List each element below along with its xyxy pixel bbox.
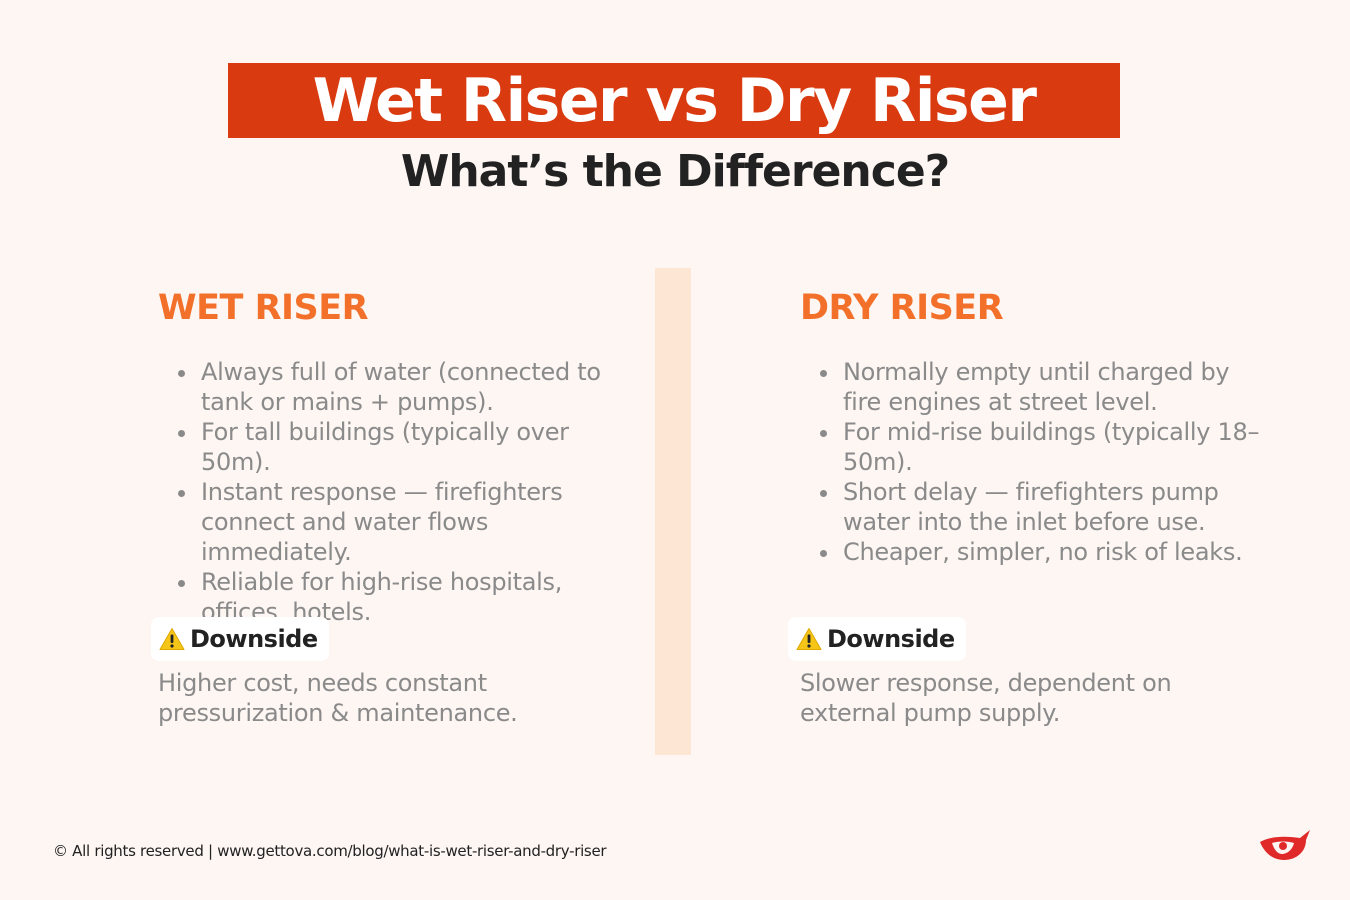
wet-riser-downside-text: Higher cost, needs constant pressurizati… (158, 669, 518, 727)
list-item: Cheaper, simpler, no risk of leaks. (800, 537, 1270, 567)
dry-riser-bullet-list: Normally empty until charged by fire eng… (800, 357, 1270, 567)
column-divider (655, 268, 691, 755)
list-item: For mid-rise buildings (typically 18–50m… (800, 417, 1270, 477)
warning-icon (796, 628, 822, 650)
wet-riser-bullet-list: Always full of water (connected to tank … (158, 357, 628, 627)
dry-riser-downside-text: Slower response, dependent on external p… (800, 669, 1172, 727)
downside-label: Downside (190, 625, 318, 653)
list-item: Instant response — firefighters connect … (158, 477, 628, 567)
list-item: Normally empty until charged by fire eng… (800, 357, 1270, 417)
title-banner: Wet Riser vs Dry Riser (228, 63, 1120, 138)
list-item: For tall buildings (typically over 50m). (158, 417, 628, 477)
dry-riser-heading: DRY RISER (800, 288, 1004, 328)
page-subtitle: What’s the Difference? (400, 146, 950, 197)
list-item: Always full of water (connected to tank … (158, 357, 628, 417)
warning-icon (159, 628, 185, 650)
dry-riser-downside-badge: Downside (788, 617, 966, 661)
footer-copyright: © All rights reserved | www.gettova.com/… (53, 842, 607, 860)
wet-riser-heading: WET RISER (158, 288, 369, 328)
wet-riser-downside-badge: Downside (151, 617, 329, 661)
page-title: Wet Riser vs Dry Riser (312, 65, 1037, 136)
downside-label: Downside (827, 625, 955, 653)
list-item: Short delay — firefighters pump water in… (800, 477, 1270, 537)
brand-logo-icon (1260, 830, 1310, 860)
